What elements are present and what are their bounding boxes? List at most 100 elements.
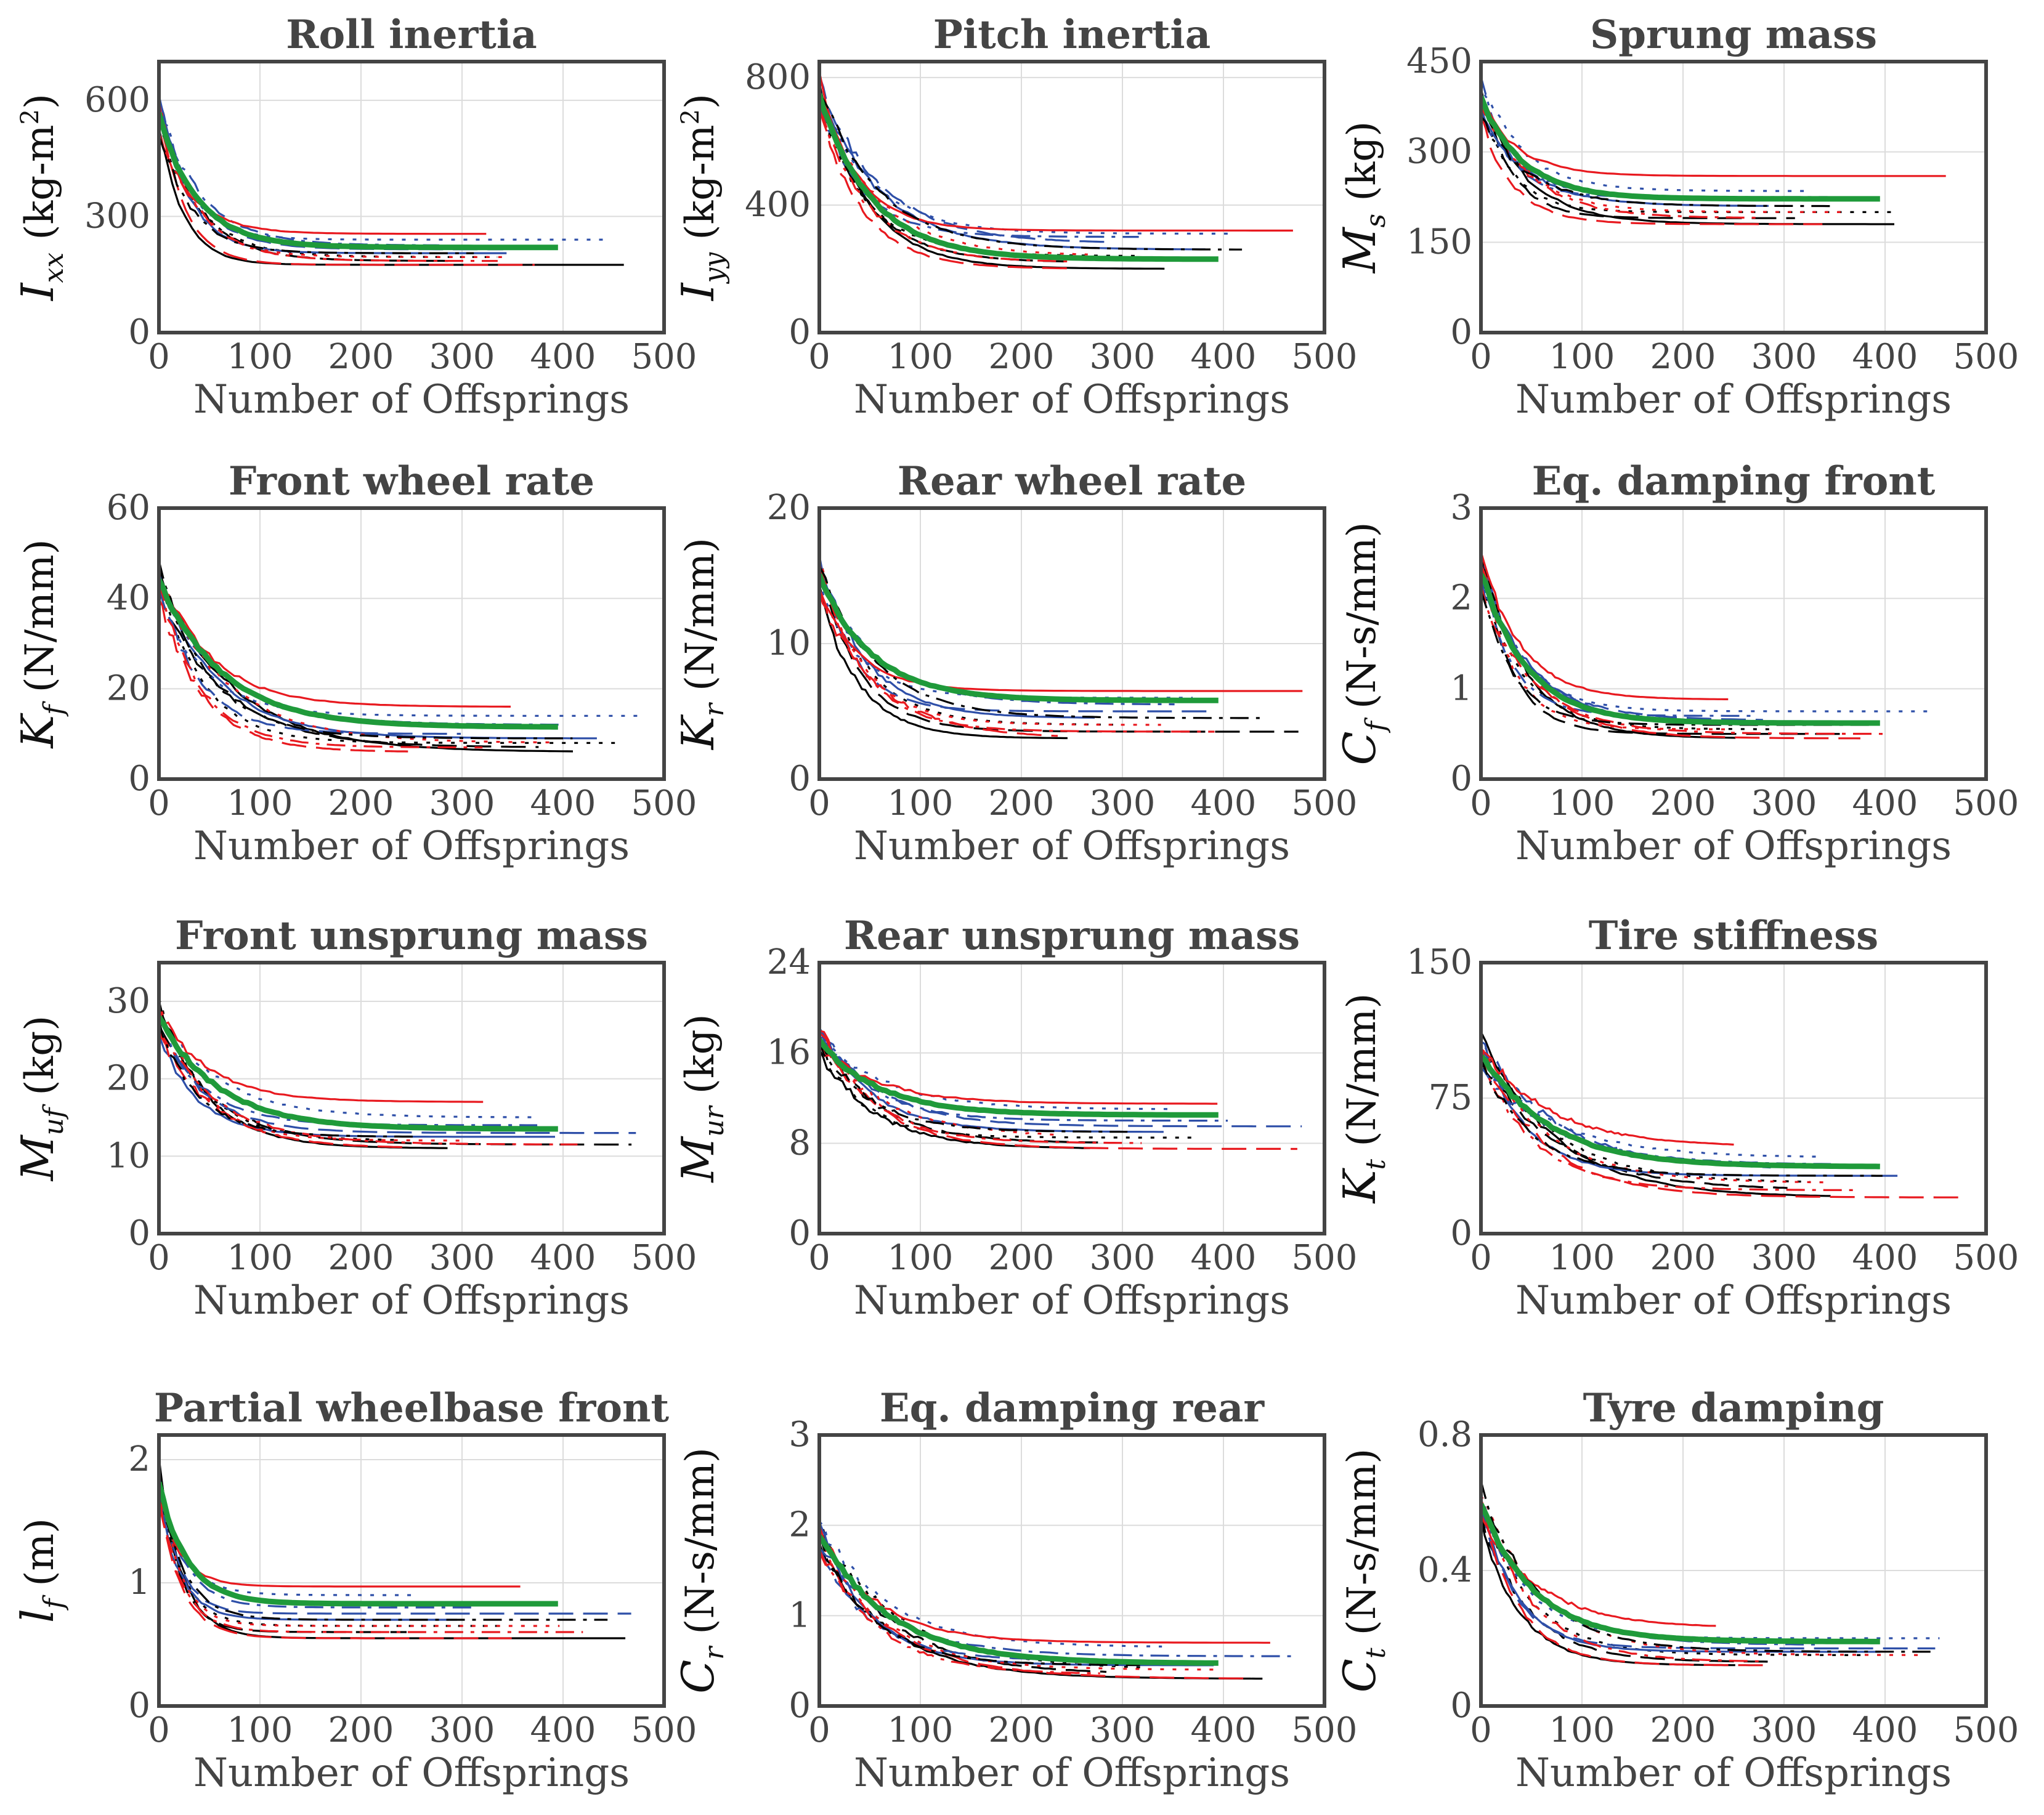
chart-title: Front wheel rate — [229, 458, 594, 504]
axes-frame — [157, 1433, 666, 1708]
x-tick-label: 0 — [1470, 1238, 1492, 1278]
series-line — [1481, 88, 1795, 219]
x-tick-label: 300 — [429, 337, 495, 377]
y-tick-label: 0 — [789, 1213, 811, 1253]
x-tick-label: 400 — [530, 1710, 596, 1750]
series-line — [819, 555, 1095, 719]
y-tick-label: 150 — [1406, 222, 1472, 262]
y-tick-label: 0 — [789, 1686, 811, 1726]
series-line — [159, 560, 573, 740]
x-tick-label: 500 — [1292, 1238, 1358, 1278]
series-line — [819, 1048, 1196, 1139]
x-tick-label: 300 — [1090, 1238, 1156, 1278]
series-line — [159, 1500, 521, 1588]
series-line — [819, 1038, 1128, 1133]
x-tick-label: 400 — [1852, 337, 1918, 377]
x-tick-label: 400 — [530, 783, 596, 823]
x-tick-label: 200 — [328, 1238, 394, 1278]
x-tick-label: 0 — [808, 783, 830, 823]
chart-panel: Front unsprung mass 0 100 200 300 400 500 0 10 20… — [12, 913, 697, 1324]
chart-title: Eq. damping front — [1532, 458, 1936, 504]
series-line — [819, 565, 1265, 719]
mean-series-line — [819, 573, 1219, 703]
chart-title: Roll inertia — [286, 12, 537, 58]
x-tick-label: 400 — [1852, 1710, 1918, 1750]
y-tick-label: 30 — [107, 981, 150, 1021]
x-tick-label: 0 — [148, 1238, 170, 1278]
x-tick-label: 500 — [1953, 1710, 2019, 1750]
x-axis-label: Number of Offsprings — [854, 1278, 1290, 1324]
x-tick-label: 300 — [429, 783, 495, 823]
chart-panel: Partial wheelbase front 0 100 200 300 400 500 0… — [12, 1385, 697, 1796]
series-line — [159, 1019, 418, 1138]
series-line — [1481, 1031, 1831, 1197]
x-tick-label: 100 — [888, 337, 954, 377]
series-line — [819, 584, 1068, 740]
series-line — [819, 1521, 1162, 1648]
series-group — [1481, 1481, 1940, 1667]
mean-series-line — [159, 578, 558, 730]
y-tick-label: 0 — [128, 1213, 150, 1253]
series-line — [1481, 76, 1828, 198]
series-line — [159, 564, 623, 744]
x-tick-label: 400 — [1191, 337, 1257, 377]
chart-panel: Eq. damping front 0 100 200 300 400 500 0 1 2 3 Num… — [1334, 458, 2019, 869]
y-axis-label: Kt (N/mm) — [1334, 993, 1392, 1205]
series-line — [1481, 1494, 1940, 1639]
x-tick-label: 100 — [1549, 1710, 1615, 1750]
mean-series-line — [159, 1015, 558, 1132]
series-line — [819, 588, 1303, 692]
series-line — [1481, 105, 1894, 225]
series-line — [1481, 551, 1729, 701]
x-tick-label: 400 — [1191, 1238, 1257, 1278]
chart-title: Front unsprung mass — [175, 913, 648, 959]
series-line — [1481, 1505, 1820, 1646]
series-line — [159, 588, 539, 748]
x-axis-label: Number of Offsprings — [1515, 1750, 1952, 1796]
chart-panel: Front wheel rate 0 100 200 300 400 500 0 20 40 60 N… — [12, 458, 697, 869]
chart-title: Rear unsprung mass — [844, 913, 1300, 959]
series-line — [159, 134, 474, 254]
y-tick-label: 2 — [1450, 578, 1472, 618]
series-line — [819, 105, 1139, 238]
mean-series-line — [1481, 1503, 1880, 1644]
series-line — [1481, 1053, 1859, 1192]
series-line — [1481, 1499, 1759, 1662]
x-tick-label: 500 — [1292, 783, 1358, 823]
x-tick-label: 100 — [888, 1238, 954, 1278]
y-tick-label: 1 — [128, 1562, 150, 1603]
mean-series-line — [1481, 573, 1880, 726]
y-tick-label: 20 — [107, 1059, 150, 1099]
chart-panel: Sprung mass 0 100 200 300 400 500 0 150 300 450 Num… — [1334, 12, 2019, 422]
series-line — [819, 92, 1243, 251]
x-tick-label: 500 — [1292, 1710, 1358, 1750]
x-tick-label: 200 — [328, 337, 394, 377]
x-tick-label: 300 — [1090, 1710, 1156, 1750]
x-tick-label: 300 — [429, 1710, 495, 1750]
axes-frame — [157, 961, 666, 1235]
series-line — [819, 1523, 1146, 1669]
x-tick-label: 300 — [1090, 783, 1156, 823]
series-line — [819, 94, 1234, 235]
y-tick-label: 0 — [1450, 312, 1472, 352]
series-line — [819, 110, 1073, 263]
series-line — [159, 599, 408, 753]
axes-frame — [1479, 1433, 1988, 1708]
x-tick-label: 100 — [227, 783, 293, 823]
chart-title: Eq. damping rear — [880, 1385, 1265, 1431]
series-line — [159, 1030, 578, 1146]
y-tick-label: 16 — [767, 1033, 811, 1073]
x-tick-label: 300 — [1751, 1710, 1817, 1750]
x-tick-label: 200 — [1650, 337, 1716, 377]
series-line — [159, 99, 535, 266]
series-line — [1481, 1057, 1788, 1189]
y-axis-label: Cf (N-s/mm) — [1334, 522, 1392, 765]
series-line — [159, 1019, 533, 1118]
x-tick-label: 0 — [1470, 783, 1492, 823]
series-line — [159, 1492, 500, 1627]
series-line — [159, 110, 440, 246]
y-tick-label: 0 — [128, 759, 150, 799]
y-tick-label: 800 — [745, 57, 811, 97]
x-tick-label: 100 — [227, 1238, 293, 1278]
axes-frame — [1479, 506, 1988, 781]
